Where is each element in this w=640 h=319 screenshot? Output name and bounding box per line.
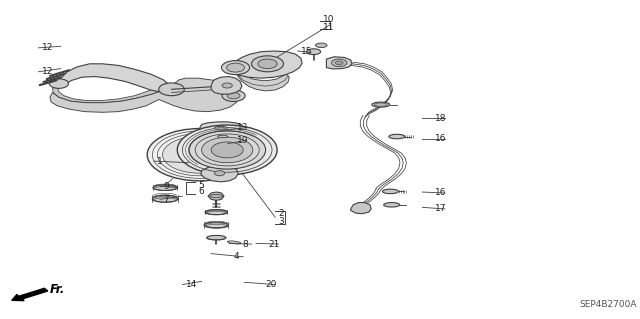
Circle shape <box>189 131 266 169</box>
Ellipse shape <box>214 126 227 130</box>
Circle shape <box>214 171 225 176</box>
Circle shape <box>332 59 347 67</box>
Text: 8: 8 <box>242 240 248 249</box>
Circle shape <box>211 142 243 158</box>
Ellipse shape <box>210 195 223 198</box>
Circle shape <box>227 63 244 72</box>
Text: 21: 21 <box>269 240 280 249</box>
Polygon shape <box>326 57 352 69</box>
Circle shape <box>221 61 250 75</box>
Circle shape <box>49 79 68 88</box>
Polygon shape <box>58 64 172 93</box>
Ellipse shape <box>227 241 241 244</box>
Text: 12: 12 <box>42 43 53 52</box>
Text: 19: 19 <box>237 136 248 145</box>
Circle shape <box>159 83 184 96</box>
Text: 9: 9 <box>163 182 169 191</box>
Ellipse shape <box>374 103 387 106</box>
Polygon shape <box>201 165 238 182</box>
Ellipse shape <box>153 185 177 190</box>
Circle shape <box>252 56 284 72</box>
Ellipse shape <box>384 203 399 207</box>
Circle shape <box>202 137 253 163</box>
Ellipse shape <box>204 222 228 228</box>
Text: 20: 20 <box>266 280 277 289</box>
Circle shape <box>165 86 178 93</box>
Circle shape <box>177 125 277 175</box>
Text: 17: 17 <box>435 204 447 213</box>
Text: 2: 2 <box>278 209 284 218</box>
Text: 5: 5 <box>198 181 204 189</box>
Circle shape <box>227 93 240 99</box>
Ellipse shape <box>152 195 178 202</box>
Ellipse shape <box>205 210 228 215</box>
Ellipse shape <box>372 102 390 107</box>
Polygon shape <box>351 203 371 214</box>
Ellipse shape <box>307 49 321 55</box>
Circle shape <box>335 61 343 65</box>
Circle shape <box>258 59 277 69</box>
Text: 15: 15 <box>301 47 312 56</box>
Polygon shape <box>229 51 302 78</box>
Ellipse shape <box>207 235 226 240</box>
Circle shape <box>222 83 232 88</box>
Text: 10: 10 <box>323 15 335 24</box>
Circle shape <box>163 136 237 173</box>
Ellipse shape <box>389 134 405 139</box>
Text: 16: 16 <box>435 134 447 143</box>
Text: 18: 18 <box>435 114 447 122</box>
Text: 11: 11 <box>323 23 335 32</box>
Text: 3: 3 <box>278 217 284 226</box>
Polygon shape <box>236 70 289 91</box>
Text: 16: 16 <box>435 189 447 197</box>
Text: 6: 6 <box>198 187 204 196</box>
Text: Fr.: Fr. <box>50 283 65 296</box>
Text: 1: 1 <box>157 157 163 166</box>
Polygon shape <box>208 192 224 200</box>
Text: 4: 4 <box>234 252 239 261</box>
Ellipse shape <box>218 135 228 138</box>
Circle shape <box>160 84 183 95</box>
Ellipse shape <box>383 189 398 194</box>
Circle shape <box>147 129 252 181</box>
FancyArrow shape <box>12 288 48 300</box>
Polygon shape <box>52 83 170 103</box>
Text: 12: 12 <box>42 67 53 76</box>
Text: SEP4B2700A: SEP4B2700A <box>579 300 637 309</box>
Polygon shape <box>211 77 242 94</box>
Text: 14: 14 <box>186 280 197 289</box>
Ellipse shape <box>316 43 327 48</box>
Text: 13: 13 <box>237 123 248 132</box>
Polygon shape <box>200 122 244 176</box>
Ellipse shape <box>217 127 225 130</box>
Text: 7: 7 <box>163 195 169 204</box>
Circle shape <box>222 90 245 101</box>
Polygon shape <box>50 78 238 112</box>
